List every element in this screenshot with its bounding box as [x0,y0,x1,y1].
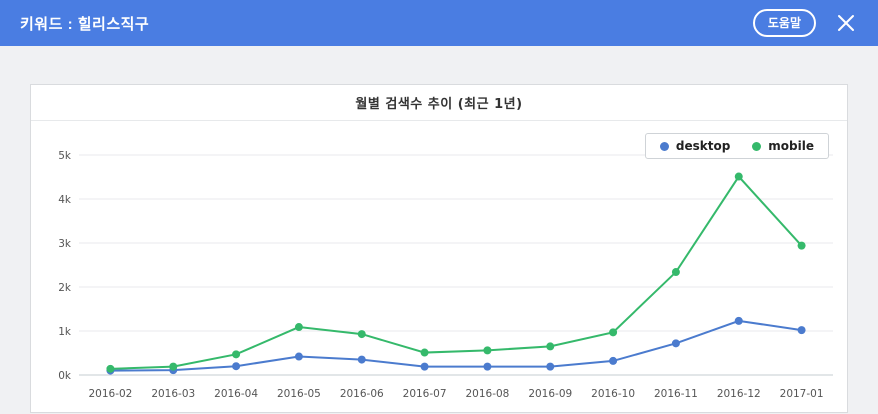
data-point-mobile [294,323,303,332]
x-tick-label: 2016-03 [151,388,195,400]
data-point-desktop [483,362,492,371]
x-tick-label: 2016-09 [528,388,572,400]
data-point-desktop [232,362,241,371]
x-tick-label: 2016-10 [591,388,635,400]
legend-item-desktop[interactable]: desktop [659,139,731,153]
legend-item-mobile[interactable]: mobile [752,139,814,153]
y-tick-label: 4k [58,194,72,206]
legend-label-desktop: desktop [675,139,731,153]
data-point-desktop [671,339,680,348]
chart-title: 월별 검색수 추이 (최근 1년) [31,85,847,121]
popup-header: 키워드 : 힐리스직구 도움말 [0,0,878,46]
data-point-desktop [357,355,366,364]
x-tick-label: 2016-07 [403,388,447,400]
data-point-mobile [232,350,241,359]
x-tick-label: 2016-06 [340,388,384,400]
series-line-desktop [110,319,802,372]
y-tick-label: 3k [58,238,72,250]
y-tick-label: 1k [58,326,72,338]
page-title: 키워드 : 힐리스직구 [20,15,150,33]
mobile-legend-marker-icon [752,141,762,151]
help-button[interactable]: 도움말 [752,9,816,37]
header-actions: 도움말 [752,9,858,37]
x-tick-label: 2016-12 [717,388,761,400]
close-button[interactable] [834,11,858,35]
x-tick-label: 2016-08 [465,388,509,400]
data-point-mobile [546,342,555,351]
data-point-mobile [357,330,366,339]
data-point-mobile [420,348,429,357]
desktop-legend-marker-icon [659,141,669,151]
series-line-mobile [110,174,803,370]
data-point-desktop [797,326,806,335]
y-tick-label: 5k [58,150,72,162]
data-point-mobile [609,328,618,337]
data-point-mobile [671,268,680,277]
chart-canvas: 0k 1k 2k 3k 4k 5k 2016-02 2016-03 2016-04 2016-05… [58,150,833,400]
data-point-mobile [169,362,178,371]
data-point-desktop [420,362,429,371]
data-point-desktop [609,356,618,365]
legend-label-mobile: mobile [768,139,814,153]
x-tick-label: 2016-11 [654,388,698,400]
data-point-desktop [546,362,555,371]
chart-area: 0k 1k 2k 3k 4k 5k 2016-02 2016-03 2016-04 2016-05… [31,121,847,407]
close-icon [836,13,856,33]
chart-legend: desktop mobile [644,133,829,159]
x-tick-label: 2017-01 [780,388,824,400]
y-tick-label: 0k [58,370,72,382]
x-tick-label: 2016-05 [277,388,321,400]
data-point-desktop [294,352,303,361]
data-point-mobile [797,241,806,250]
chart-card: 월별 검색수 추이 (최근 1년) 0k 1k 2k 3k 4k 5k 2016-02 201… [30,84,848,413]
y-tick-label: 2k [58,282,72,294]
x-tick-label: 2016-02 [88,388,132,400]
data-point-mobile [483,346,492,355]
data-point-desktop [734,316,743,325]
x-tick-label: 2016-04 [214,388,258,400]
data-point-mobile [106,364,115,373]
data-point-mobile [734,172,743,181]
